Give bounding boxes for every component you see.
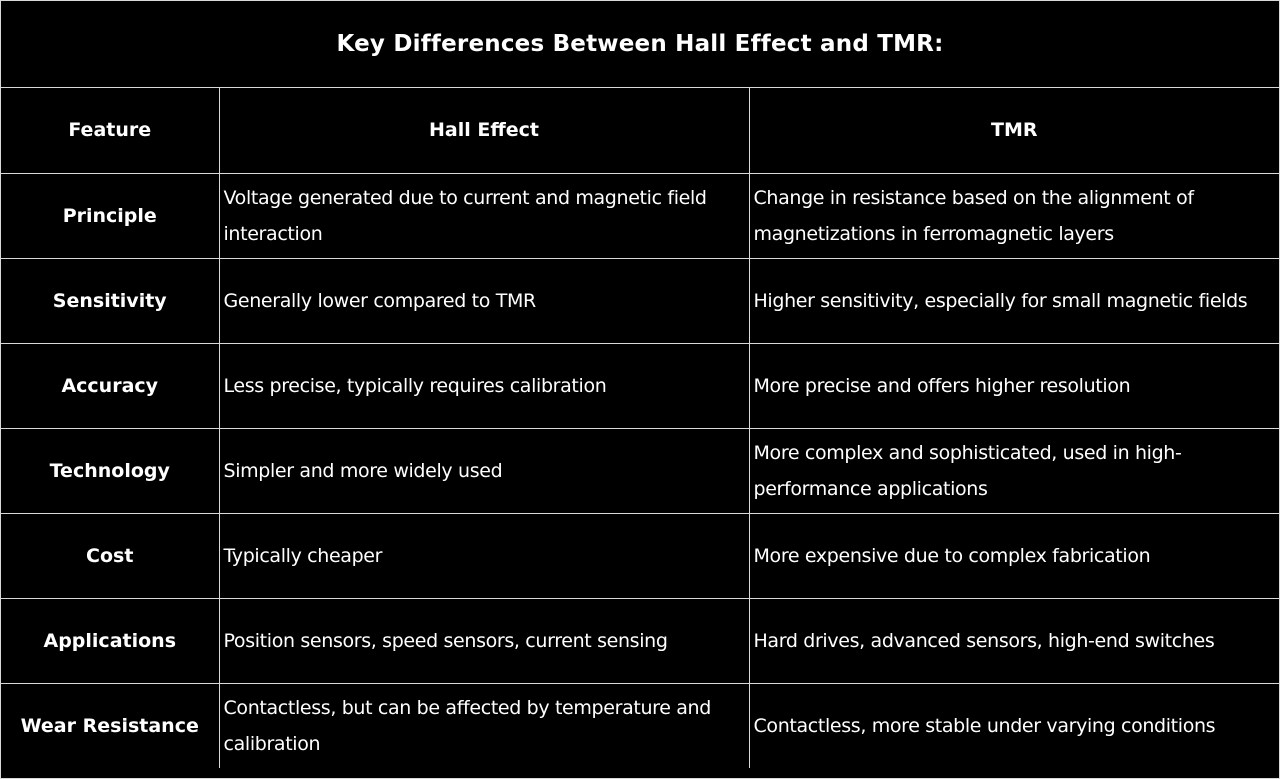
title-bar: Key Differences Between Hall Effect and … bbox=[1, 1, 1279, 88]
tmr-cell: Hard drives, advanced sensors, high-end … bbox=[748, 597, 1279, 684]
column-header-feature: Feature bbox=[1, 88, 220, 174]
feature-cell: Principle bbox=[1, 173, 220, 259]
column-header-tmr: TMR bbox=[748, 88, 1279, 174]
column-header-hall-effect: Hall Effect bbox=[218, 88, 750, 174]
table-row: Technology Simpler and more widely used … bbox=[1, 427, 1279, 514]
tmr-cell: Contactless, more stable under varying c… bbox=[748, 682, 1279, 768]
tmr-cell: Higher sensitivity, especially for small… bbox=[748, 257, 1279, 344]
hall-effect-cell: Voltage generated due to current and mag… bbox=[218, 173, 750, 259]
hall-effect-cell: Typically cheaper bbox=[218, 512, 750, 599]
header-row: Feature Hall Effect TMR bbox=[1, 88, 1279, 174]
table-row: Applications Position sensors, speed sen… bbox=[1, 597, 1279, 684]
table-row: Principle Voltage generated due to curre… bbox=[1, 173, 1279, 259]
hall-effect-cell: Position sensors, speed sensors, current… bbox=[218, 597, 750, 684]
table-row: Accuracy Less precise, typically require… bbox=[1, 342, 1279, 429]
tmr-cell: Change in resistance based on the alignm… bbox=[748, 173, 1279, 259]
feature-cell: Wear Resistance bbox=[1, 682, 220, 768]
hall-effect-cell: Generally lower compared to TMR bbox=[218, 257, 750, 344]
table-row: Sensitivity Generally lower compared to … bbox=[1, 257, 1279, 344]
feature-cell: Sensitivity bbox=[1, 257, 220, 344]
table-row: Cost Typically cheaper More expensive du… bbox=[1, 512, 1279, 599]
tmr-cell: More complex and sophisticated, used in … bbox=[748, 427, 1279, 514]
table-row: Wear Resistance Contactless, but can be … bbox=[1, 682, 1279, 768]
hall-effect-cell: Less precise, typically requires calibra… bbox=[218, 342, 750, 429]
feature-cell: Cost bbox=[1, 512, 220, 599]
hall-effect-cell: Simpler and more widely used bbox=[218, 427, 750, 514]
feature-cell: Technology bbox=[1, 427, 220, 514]
feature-cell: Applications bbox=[1, 597, 220, 684]
feature-cell: Accuracy bbox=[1, 342, 220, 429]
comparison-table: Feature Hall Effect TMR Principle Voltag… bbox=[1, 88, 1279, 768]
tmr-cell: More precise and offers higher resolutio… bbox=[748, 342, 1279, 429]
tmr-cell: More expensive due to complex fabricatio… bbox=[748, 512, 1279, 599]
page-title: Key Differences Between Hall Effect and … bbox=[336, 31, 944, 57]
hall-effect-cell: Contactless, but can be affected by temp… bbox=[218, 682, 750, 768]
